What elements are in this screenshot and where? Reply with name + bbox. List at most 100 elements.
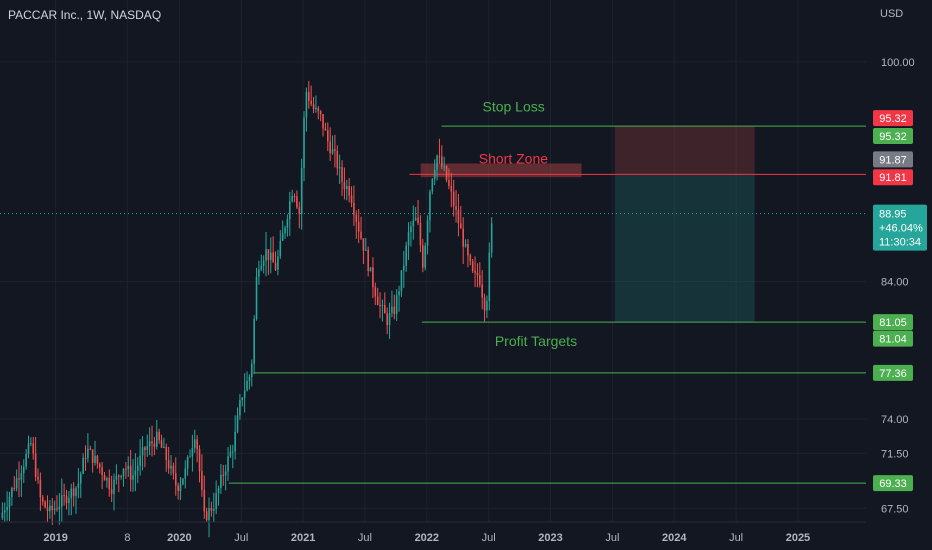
candle-body [8, 496, 11, 508]
candle [51, 497, 54, 525]
candle-body [372, 267, 374, 288]
candle [96, 454, 99, 469]
candle-body [476, 272, 479, 276]
candle-body [410, 226, 412, 233]
short-zone-box [420, 163, 582, 178]
candle [329, 127, 331, 161]
candle-body [193, 439, 196, 448]
candle-body [248, 377, 251, 381]
candle-body [20, 473, 23, 480]
candle [279, 230, 282, 259]
candle-body [334, 149, 336, 151]
candle-body [246, 380, 248, 391]
y-tick-label: 84.00 [881, 277, 909, 289]
candle [269, 237, 272, 274]
candle [89, 445, 92, 451]
candle-body [231, 451, 234, 453]
candle [372, 257, 374, 299]
candle-body [68, 498, 70, 504]
candle [286, 214, 289, 237]
candle-body [227, 456, 229, 472]
candle-body [324, 128, 327, 131]
candle-body [89, 448, 92, 450]
candle [457, 194, 460, 237]
y-tick-label: 74.00 [881, 414, 909, 426]
candle-body [369, 267, 372, 272]
candle-body [353, 202, 355, 215]
candle [179, 477, 182, 501]
candle [398, 285, 400, 312]
candle [56, 495, 58, 512]
candle-body [277, 256, 279, 270]
candle-body [22, 466, 25, 474]
candle [486, 295, 488, 319]
candle [127, 456, 130, 477]
candle-body [312, 104, 315, 110]
candle [410, 221, 412, 247]
candle-body [60, 495, 63, 507]
price-label: 81.04 [879, 334, 907, 346]
candle-body [215, 493, 217, 510]
candle [167, 446, 170, 474]
candle-body [144, 447, 146, 450]
candle [212, 492, 215, 522]
candle-body [212, 509, 215, 511]
candle-body [293, 196, 296, 198]
candle [355, 210, 358, 239]
candle-body [455, 206, 457, 210]
candle [315, 95, 317, 113]
candle-body [53, 508, 56, 510]
candle [464, 239, 467, 248]
candle-body [391, 306, 393, 314]
candle [155, 420, 158, 450]
candle [243, 373, 246, 413]
candle [94, 440, 96, 466]
candle-body [34, 453, 37, 477]
candle [483, 293, 486, 322]
candle-body [360, 231, 362, 239]
candle [353, 185, 355, 226]
candle [488, 242, 491, 311]
candle [46, 495, 49, 523]
candle [189, 449, 191, 458]
candle-body [174, 473, 177, 486]
candle-body [151, 441, 153, 444]
candle-body [106, 478, 108, 481]
candle-body [433, 169, 436, 180]
candle [136, 456, 139, 484]
candle [224, 464, 227, 491]
candle-body [6, 507, 8, 511]
candle-body [443, 166, 445, 168]
candle [72, 482, 75, 507]
candle [288, 191, 291, 236]
candle-body [291, 196, 293, 202]
candle [22, 459, 25, 484]
bar-countdown: 11:30:34 [879, 237, 921, 249]
candle [431, 177, 434, 195]
candle-body [229, 451, 232, 457]
candle [324, 122, 327, 131]
candle [334, 134, 336, 168]
candle-body [198, 449, 201, 472]
candle-body [129, 465, 132, 480]
candle [479, 262, 481, 288]
price-label-bg [873, 127, 913, 144]
candle-body [315, 107, 317, 110]
candle-body [479, 275, 481, 285]
x-tick-label: Jul [605, 532, 619, 544]
price-label: 95.32 [879, 113, 907, 125]
candle-body [317, 107, 320, 112]
candle [208, 497, 210, 538]
candle-body [153, 443, 156, 447]
candle-body [481, 284, 483, 298]
candle [125, 461, 127, 479]
candle [13, 476, 16, 492]
candle-body [210, 508, 213, 511]
price-label-bg [873, 110, 913, 127]
candle-body [258, 269, 260, 277]
price-label-bg [873, 364, 913, 381]
candle [405, 241, 407, 272]
candle-body [303, 117, 305, 168]
